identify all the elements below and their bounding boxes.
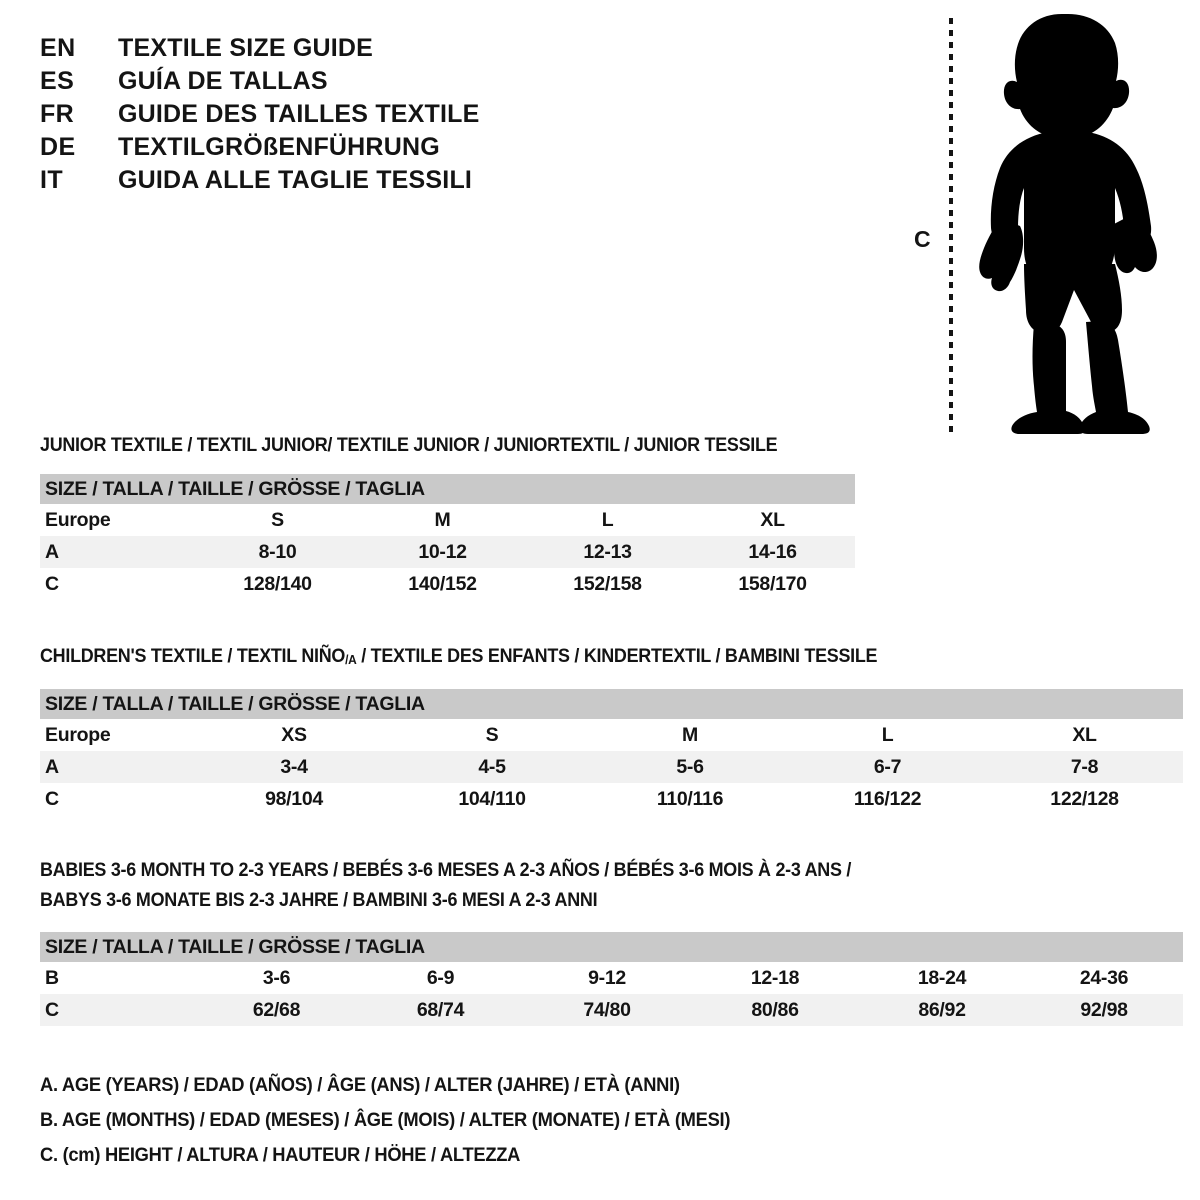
section-title-junior: JUNIOR TEXTILE / TEXTIL JUNIOR/ TEXTILE … bbox=[40, 434, 778, 456]
section-title-babies-line1: BABIES 3-6 MONTH TO 2-3 YEARS / BEBÉS 3-… bbox=[40, 859, 852, 881]
language-row-fr: FR GUIDE DES TAILLES TEXTILE bbox=[40, 98, 740, 131]
row-cell: 86/92 bbox=[859, 994, 1025, 1026]
table-row: B 3-6 6-9 9-12 12-18 18-24 24-36 bbox=[40, 962, 1184, 994]
legend-line-c: C. (cm) HEIGHT / ALTURA / HAUTEUR / HÖHE… bbox=[40, 1144, 521, 1166]
row-cell: 152/158 bbox=[525, 568, 690, 600]
row-cell: L bbox=[525, 504, 690, 536]
row-label: Europe bbox=[40, 504, 195, 536]
row-cell: S bbox=[393, 719, 591, 751]
row-cell: 5-6 bbox=[591, 751, 789, 783]
row-cell: 24-36 bbox=[1025, 962, 1184, 994]
table-row: C 62/68 68/74 74/80 80/86 86/92 92/98 bbox=[40, 994, 1184, 1026]
table-row: A 8-10 10-12 12-13 14-16 bbox=[40, 536, 856, 568]
row-cell: 9-12 bbox=[523, 962, 691, 994]
height-measure-label: C bbox=[914, 226, 931, 252]
row-cell: 104/110 bbox=[393, 783, 591, 815]
legend-line-b: B. AGE (MONTHS) / EDAD (MESES) / ÂGE (MO… bbox=[40, 1109, 731, 1131]
row-cell: 80/86 bbox=[691, 994, 859, 1026]
band-label-babies: SIZE / TALLA / TAILLE / GRÖSSE / TAGLIA bbox=[40, 932, 1184, 962]
row-cell: 62/68 bbox=[195, 994, 358, 1026]
language-row-es: ES GUÍA DE TALLAS bbox=[40, 65, 740, 98]
row-label: A bbox=[40, 751, 195, 783]
row-label: Europe bbox=[40, 719, 195, 751]
row-cell: 122/128 bbox=[986, 783, 1183, 815]
language-code-es: ES bbox=[40, 67, 75, 95]
toddler-silhouette-icon bbox=[962, 12, 1174, 435]
row-cell: M bbox=[360, 504, 525, 536]
guide-title-en: TEXTILE SIZE GUIDE bbox=[118, 34, 374, 62]
row-cell: 128/140 bbox=[195, 568, 360, 600]
row-cell: 18-24 bbox=[859, 962, 1025, 994]
height-figure: C bbox=[900, 10, 1180, 435]
table-row: C 128/140 140/152 152/158 158/170 bbox=[40, 568, 856, 600]
band-label-junior: SIZE / TALLA / TAILLE / GRÖSSE / TAGLIA bbox=[40, 474, 856, 504]
row-label: C bbox=[40, 994, 195, 1026]
guide-title-de: TEXTILGRÖßENFÜHRUNG bbox=[118, 133, 440, 161]
language-row-it: IT GUIDA ALLE TAGLIE TESSILI bbox=[40, 164, 740, 197]
table-header-band-junior: SIZE / TALLA / TAILLE / GRÖSSE / TAGLIA bbox=[40, 474, 856, 504]
table-row: A 3-4 4-5 5-6 6-7 7-8 bbox=[40, 751, 1183, 783]
row-cell: 68/74 bbox=[358, 994, 523, 1026]
guide-title-fr: GUIDE DES TAILLES TEXTILE bbox=[118, 100, 480, 128]
row-label: B bbox=[40, 962, 195, 994]
table-row: Europe XS S M L XL bbox=[40, 719, 1183, 751]
row-cell: 6-7 bbox=[789, 751, 986, 783]
band-label-children: SIZE / TALLA / TAILLE / GRÖSSE / TAGLIA bbox=[40, 689, 1183, 719]
language-code-en: EN bbox=[40, 34, 76, 62]
row-cell: XS bbox=[195, 719, 393, 751]
section-title-children-post: / TEXTILE DES ENFANTS / KINDERTEXTIL / B… bbox=[356, 645, 878, 667]
row-cell: 6-9 bbox=[358, 962, 523, 994]
language-row-en: EN TEXTILE SIZE GUIDE bbox=[40, 32, 740, 65]
language-code-de: DE bbox=[40, 133, 76, 161]
section-children: CHILDREN'S TEXTILE / TEXTIL NIÑO/A / TEX… bbox=[40, 641, 1183, 815]
row-label: C bbox=[40, 568, 195, 600]
height-dotted-line bbox=[949, 18, 953, 435]
row-cell: XL bbox=[986, 719, 1183, 751]
section-title-babies-line2: BABYS 3-6 MONATE BIS 2-3 JAHRE / BAMBINI… bbox=[40, 889, 598, 911]
section-junior: JUNIOR TEXTILE / TEXTIL JUNIOR/ TEXTILE … bbox=[40, 430, 856, 600]
row-cell: L bbox=[789, 719, 986, 751]
legend-line-a: A. AGE (YEARS) / EDAD (AÑOS) / ÂGE (ANS)… bbox=[40, 1074, 680, 1096]
section-title-children-sup: /A bbox=[345, 652, 357, 667]
measurement-legend: A. AGE (YEARS) / EDAD (AÑOS) / ÂGE (ANS)… bbox=[40, 1068, 774, 1173]
row-cell: 12-13 bbox=[525, 536, 690, 568]
table-babies: SIZE / TALLA / TAILLE / GRÖSSE / TAGLIA … bbox=[40, 932, 1184, 1026]
row-cell: 110/116 bbox=[591, 783, 789, 815]
language-row-de: DE TEXTILGRÖßENFÜHRUNG bbox=[40, 131, 740, 164]
row-cell: 116/122 bbox=[789, 783, 986, 815]
row-cell: 12-18 bbox=[691, 962, 859, 994]
language-code-it: IT bbox=[40, 166, 64, 194]
table-header-band-babies: SIZE / TALLA / TAILLE / GRÖSSE / TAGLIA bbox=[40, 932, 1184, 962]
row-label: A bbox=[40, 536, 195, 568]
row-cell: XL bbox=[690, 504, 856, 536]
row-cell: M bbox=[591, 719, 789, 751]
table-row: C 98/104 104/110 110/116 116/122 122/128 bbox=[40, 783, 1183, 815]
table-children: SIZE / TALLA / TAILLE / GRÖSSE / TAGLIA … bbox=[40, 689, 1183, 815]
row-cell: 92/98 bbox=[1025, 994, 1184, 1026]
guide-title-es: GUÍA DE TALLAS bbox=[118, 67, 328, 95]
row-cell: 7-8 bbox=[986, 751, 1183, 783]
row-cell: 158/170 bbox=[690, 568, 856, 600]
table-junior: SIZE / TALLA / TAILLE / GRÖSSE / TAGLIA … bbox=[40, 474, 856, 600]
language-header: EN TEXTILE SIZE GUIDE ES GUÍA DE TALLAS … bbox=[40, 32, 740, 197]
section-title-children-pre: CHILDREN'S TEXTILE / TEXTIL NIÑO bbox=[40, 645, 346, 667]
row-cell: 10-12 bbox=[360, 536, 525, 568]
row-cell: 3-4 bbox=[195, 751, 393, 783]
row-cell: 8-10 bbox=[195, 536, 360, 568]
row-cell: 140/152 bbox=[360, 568, 525, 600]
row-cell: 98/104 bbox=[195, 783, 393, 815]
table-header-band-children: SIZE / TALLA / TAILLE / GRÖSSE / TAGLIA bbox=[40, 689, 1183, 719]
row-label: C bbox=[40, 783, 195, 815]
row-cell: 14-16 bbox=[690, 536, 856, 568]
section-title-children: CHILDREN'S TEXTILE / TEXTIL NIÑO/A / TEX… bbox=[40, 641, 1092, 675]
table-row: Europe S M L XL bbox=[40, 504, 856, 536]
row-cell: 74/80 bbox=[523, 994, 691, 1026]
language-code-fr: FR bbox=[40, 100, 75, 128]
row-cell: 4-5 bbox=[393, 751, 591, 783]
row-cell: S bbox=[195, 504, 360, 536]
row-cell: 3-6 bbox=[195, 962, 358, 994]
section-babies: BABIES 3-6 MONTH TO 2-3 YEARS / BEBÉS 3-… bbox=[40, 855, 1184, 1026]
guide-title-it: GUIDA ALLE TAGLIE TESSILI bbox=[118, 166, 473, 194]
